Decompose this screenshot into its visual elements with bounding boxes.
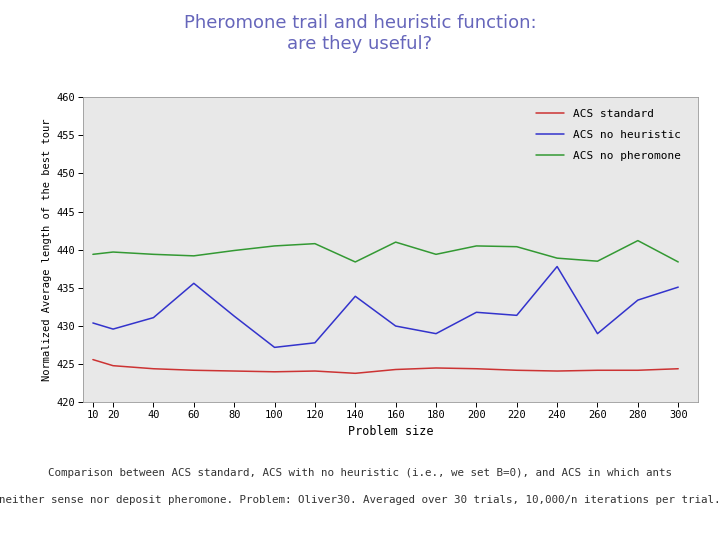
Text: Pheromone trail and heuristic function:: Pheromone trail and heuristic function:: [184, 14, 536, 31]
X-axis label: Problem size: Problem size: [348, 426, 433, 438]
Y-axis label: Normalized Average length of the best tour: Normalized Average length of the best to…: [42, 118, 53, 381]
Text: neither sense nor deposit pheromone. Problem: Oliver30. Averaged over 30 trials,: neither sense nor deposit pheromone. Pro…: [0, 495, 720, 505]
Legend: ACS standard, ACS no heuristic, ACS no pheromone: ACS standard, ACS no heuristic, ACS no p…: [536, 109, 680, 161]
Text: Comparison between ACS standard, ACS with no heuristic (i.e., we set B=0), and A: Comparison between ACS standard, ACS wit…: [48, 468, 672, 478]
Text: are they useful?: are they useful?: [287, 35, 433, 53]
